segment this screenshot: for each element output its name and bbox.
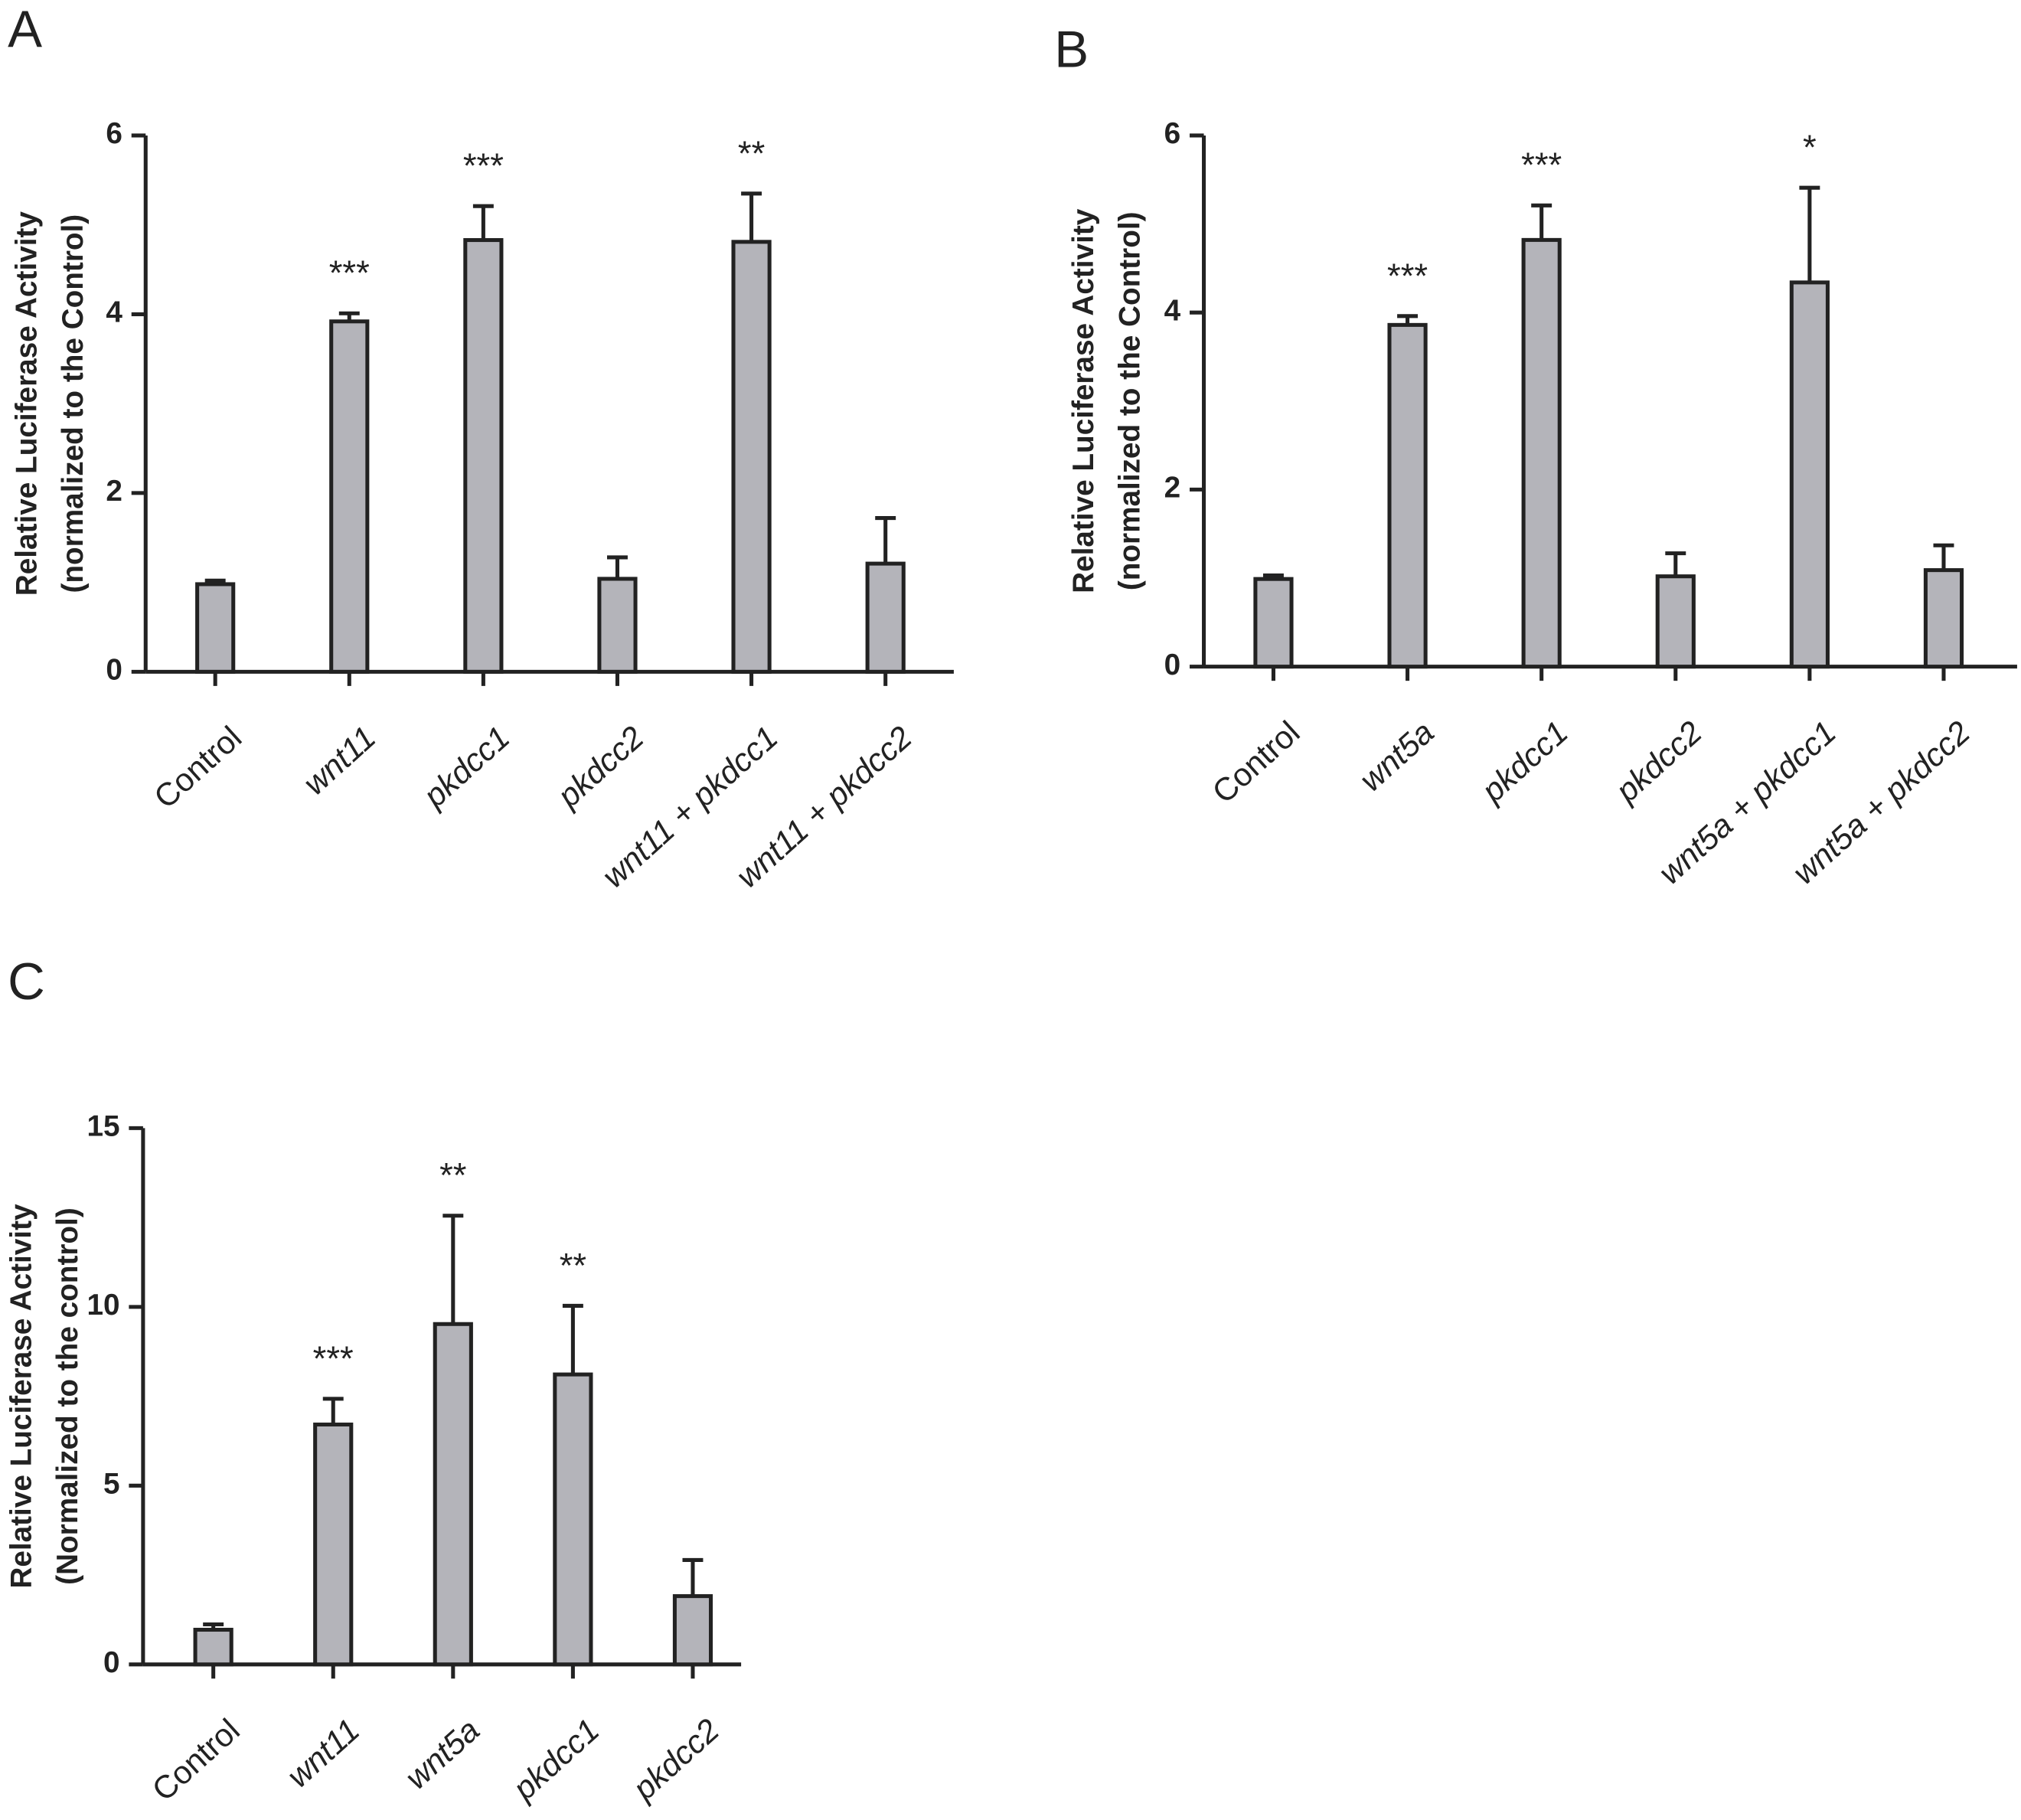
x-tick-label: wnt5a <box>1353 714 1441 798</box>
y-tick-label: 2 <box>1164 472 1181 505</box>
x-tick-label: pkdcc1 <box>416 719 517 815</box>
x-tick-label: wnt5a <box>398 1711 486 1795</box>
y-axis-label: (normalized to the Control) <box>57 214 90 593</box>
bar <box>672 1594 713 1667</box>
bar <box>1387 322 1428 669</box>
x-tick-label: pkdcc2 <box>625 1711 726 1807</box>
x-tick-label: Control <box>1205 714 1306 810</box>
bar <box>1521 237 1562 669</box>
y-axis-label: (Normalized to the control) <box>51 1207 84 1585</box>
x-tick-label: pkdcc1 <box>505 1711 606 1807</box>
significance: * <box>1803 128 1817 167</box>
significance: *** <box>313 1339 354 1378</box>
x-tick-label: wnt11 <box>280 1711 367 1794</box>
y-axis-label: (normalized to the Control) <box>1113 211 1146 590</box>
significance: *** <box>1387 256 1428 296</box>
bar <box>1923 568 1964 669</box>
x-tick-label: pkdcc2 <box>550 719 651 815</box>
bar <box>313 1422 354 1667</box>
y-tick-label: 6 <box>1164 117 1181 150</box>
y-tick-label: 5 <box>103 1468 120 1501</box>
significance: *** <box>329 253 370 292</box>
bar <box>731 240 772 674</box>
y-tick-label: 0 <box>106 654 122 687</box>
significance: ** <box>439 1156 466 1195</box>
bar <box>433 1322 473 1667</box>
x-tick-label: pkdcc2 <box>1608 714 1709 809</box>
panel-label: C <box>8 953 45 1011</box>
y-tick-label: 4 <box>1164 294 1181 327</box>
bar <box>193 1627 233 1667</box>
y-tick-label: 0 <box>103 1646 120 1679</box>
bar <box>195 582 236 674</box>
x-tick-label: Control <box>147 719 248 815</box>
y-tick-label: 2 <box>106 475 122 508</box>
panel-label: B <box>1054 21 1089 79</box>
y-tick-label: 10 <box>87 1289 120 1322</box>
bar <box>865 561 906 674</box>
y-axis-label: Relative Luciferase Activity <box>1067 208 1100 593</box>
y-tick-label: 15 <box>87 1110 120 1143</box>
y-axis-label: Relative Luciferase Activity <box>10 211 43 596</box>
significance: ** <box>738 134 765 173</box>
x-tick-label: pkdcc1 <box>1474 714 1575 809</box>
significance: ** <box>560 1246 586 1285</box>
y-tick-label: 6 <box>106 117 122 150</box>
significance: *** <box>1521 145 1562 185</box>
bar <box>1655 574 1696 669</box>
bar <box>1253 577 1294 669</box>
bar <box>553 1372 593 1667</box>
y-tick-label: 0 <box>1164 649 1181 681</box>
bar <box>463 238 504 674</box>
panel-label: A <box>8 1 42 58</box>
bar <box>1789 280 1830 669</box>
x-tick-label: Control <box>145 1711 247 1808</box>
significance: *** <box>463 146 504 185</box>
x-tick-label: wnt11 <box>296 719 383 802</box>
bar <box>329 319 370 674</box>
y-axis-label: Relative Luciferase Activity <box>5 1204 38 1589</box>
y-tick-label: 4 <box>106 296 122 329</box>
bar <box>597 577 638 674</box>
